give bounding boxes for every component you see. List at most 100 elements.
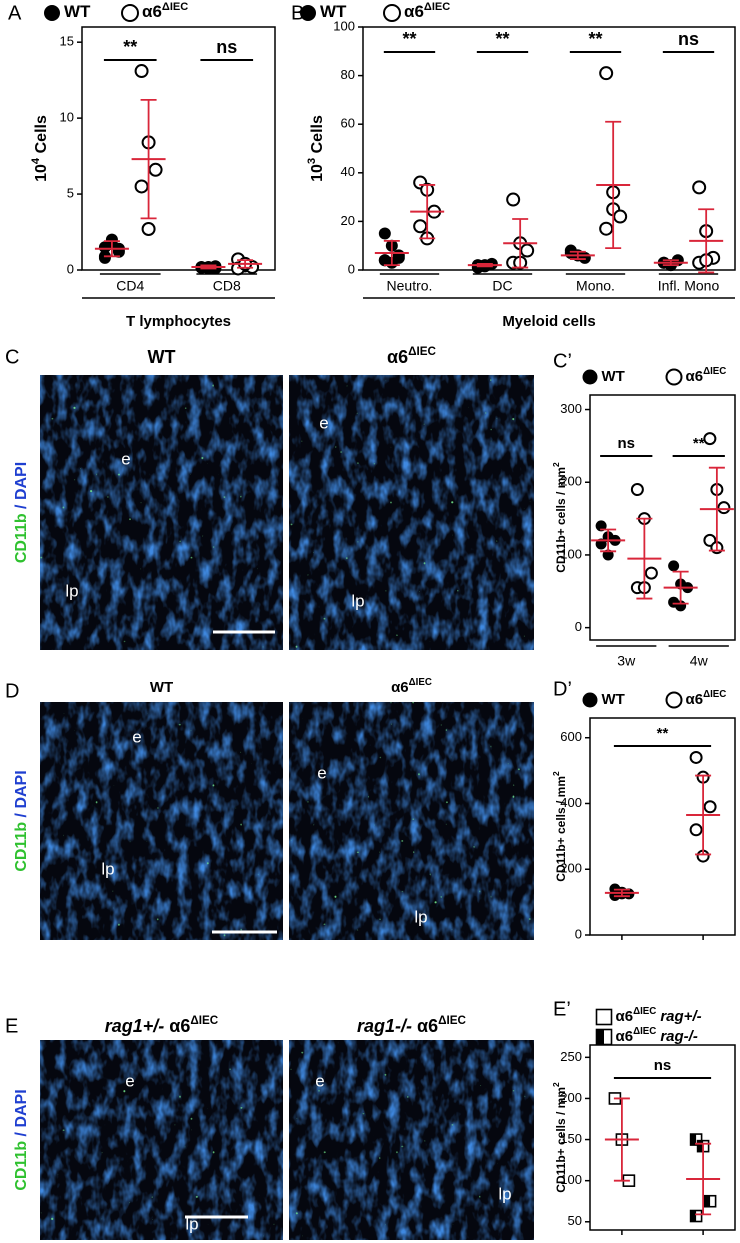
data-point bbox=[148, 162, 163, 177]
epithelium-label: e bbox=[315, 1071, 324, 1090]
y-tick-label: 40 bbox=[341, 164, 355, 179]
text-part: α6 bbox=[616, 1028, 634, 1045]
data-point bbox=[378, 254, 391, 267]
data-point bbox=[689, 1209, 703, 1223]
data-point bbox=[692, 180, 707, 195]
text-part: 10 bbox=[33, 164, 50, 182]
text-part: α6 bbox=[616, 1008, 634, 1025]
panel-letter: A bbox=[8, 2, 22, 24]
text-part: 3 bbox=[306, 158, 318, 164]
data-point bbox=[599, 221, 614, 236]
x-tick-label: CD8 bbox=[213, 278, 241, 294]
lamina-propria-label: lp bbox=[414, 907, 427, 926]
y-tick-label: 0 bbox=[575, 619, 582, 634]
y-tick-label: 400 bbox=[560, 795, 582, 810]
text-part: ΔIEC bbox=[424, 1, 450, 13]
data-point bbox=[392, 251, 405, 264]
lamina-propria-label: lp bbox=[65, 581, 78, 600]
legend-marker bbox=[595, 1028, 613, 1046]
data-point bbox=[703, 1194, 717, 1208]
micrograph bbox=[40, 1040, 283, 1240]
micrograph bbox=[289, 702, 534, 940]
text-part: α6 bbox=[412, 1016, 438, 1036]
x-tick-label: DC bbox=[492, 278, 512, 294]
significance-label: ns bbox=[678, 29, 699, 49]
legend-label: WT bbox=[602, 691, 625, 708]
text-part: 2 bbox=[551, 1082, 561, 1087]
data-point bbox=[134, 179, 149, 194]
text-part: / DAPI bbox=[13, 770, 30, 822]
text-part: WT bbox=[64, 2, 91, 21]
legend-marker bbox=[665, 691, 683, 709]
square-half bbox=[704, 1195, 711, 1207]
text-part: WT bbox=[148, 347, 176, 367]
y-tick-label: 50 bbox=[568, 1213, 582, 1228]
legend-marker bbox=[300, 5, 316, 21]
micrograph-title: α6ΔIEC bbox=[391, 677, 432, 696]
x-tick-label: 4w bbox=[690, 653, 709, 669]
y-tick-label: 0 bbox=[348, 261, 355, 276]
y-tick-label: 20 bbox=[341, 213, 355, 228]
text-part: WT bbox=[602, 368, 625, 385]
legend-label: α6ΔIEC rag-/- bbox=[616, 1026, 698, 1045]
plot-frame bbox=[81, 26, 276, 271]
text-part: CD11b+ cells / mm bbox=[554, 1087, 568, 1193]
y-tick-label: 100 bbox=[333, 18, 355, 33]
x-tick-label: Infl. Mono bbox=[658, 278, 720, 294]
data-point bbox=[689, 1133, 703, 1146]
legend-label: α6ΔIEC rag+/- bbox=[616, 1006, 702, 1025]
text-part: α6 bbox=[686, 691, 704, 708]
micrograph-cd11b bbox=[289, 1040, 534, 1240]
lamina-propria-label: lp bbox=[185, 1214, 198, 1233]
data-point bbox=[506, 192, 521, 207]
text-part: WT bbox=[320, 2, 347, 21]
text-part: ΔIEC bbox=[633, 1026, 656, 1037]
data-point bbox=[668, 560, 680, 572]
data-point bbox=[689, 823, 703, 837]
stain-label: CD11b / DAPI bbox=[13, 1089, 30, 1190]
panel-letter: E’ bbox=[553, 998, 571, 1020]
y-tick-label: 250 bbox=[560, 1049, 582, 1064]
text-part: ΔIEC bbox=[438, 1014, 466, 1027]
x-tick-label: Neutro. bbox=[387, 278, 433, 294]
micrograph bbox=[289, 1040, 534, 1240]
text-part: CD11b+ cells / mm bbox=[554, 776, 568, 882]
y-tick-label: 0 bbox=[67, 261, 74, 276]
significance-label: ns bbox=[216, 37, 237, 57]
y-tick-label: 200 bbox=[560, 1090, 582, 1105]
text-part: CD11b+ cells / mm bbox=[554, 467, 568, 573]
lamina-propria-label: lp bbox=[101, 859, 114, 878]
data-point bbox=[134, 64, 149, 79]
micrograph-title: rag1-/- α6ΔIEC bbox=[357, 1014, 467, 1036]
legend-marker bbox=[595, 1008, 613, 1026]
epithelium-label: e bbox=[132, 727, 141, 746]
significance-label: ns bbox=[617, 435, 635, 452]
square-half bbox=[690, 1134, 697, 1146]
significance-label: ** bbox=[123, 37, 137, 57]
micrograph bbox=[289, 375, 534, 650]
legend-label: WT bbox=[602, 368, 625, 385]
text-part: / DAPI bbox=[13, 1089, 30, 1141]
x-tick-label: Mono. bbox=[576, 278, 615, 294]
micrograph-cd11b bbox=[40, 702, 283, 940]
text-part: ΔIEC bbox=[703, 689, 726, 700]
stain-label: CD11b / DAPI bbox=[13, 770, 30, 871]
epithelium-label: e bbox=[319, 413, 328, 432]
plot-frame bbox=[589, 717, 736, 936]
significance-label: ** bbox=[693, 435, 705, 452]
data-point bbox=[599, 66, 614, 81]
data-point bbox=[141, 221, 156, 236]
text-part: ΔIEC bbox=[409, 677, 432, 688]
y-tick-label: 200 bbox=[560, 861, 582, 876]
legend-label: α6ΔIEC bbox=[686, 366, 727, 385]
legend-marker bbox=[582, 692, 598, 708]
significance-label: ** bbox=[402, 29, 416, 49]
data-point bbox=[644, 566, 658, 580]
legend-marker bbox=[383, 4, 401, 22]
significance-label: ** bbox=[657, 725, 669, 742]
text-part: CD11b bbox=[13, 822, 30, 872]
micrograph-cd11b bbox=[40, 375, 283, 650]
y-tick-label: 80 bbox=[341, 67, 355, 82]
significance-label: ** bbox=[495, 29, 509, 49]
y-tick-label: 100 bbox=[560, 1172, 582, 1187]
